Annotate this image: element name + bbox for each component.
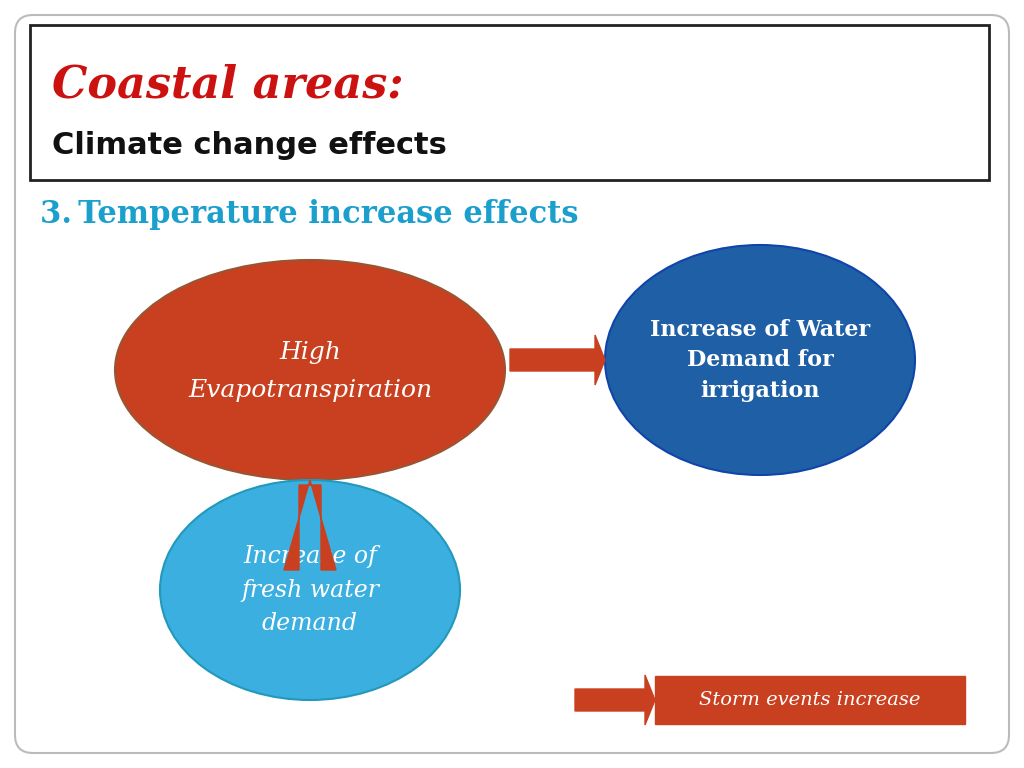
Text: Increase of Water
Demand for
irrigation: Increase of Water Demand for irrigation: [650, 319, 870, 402]
Text: 3. Temperature increase effects: 3. Temperature increase effects: [40, 200, 579, 230]
FancyBboxPatch shape: [30, 25, 989, 180]
Ellipse shape: [160, 480, 460, 700]
Polygon shape: [510, 335, 605, 385]
Polygon shape: [284, 480, 336, 570]
FancyBboxPatch shape: [655, 676, 965, 724]
FancyBboxPatch shape: [15, 15, 1009, 753]
Ellipse shape: [115, 260, 505, 480]
Text: High: High: [280, 340, 341, 363]
Text: Climate change effects: Climate change effects: [52, 131, 446, 160]
Polygon shape: [575, 675, 655, 725]
Text: Increase of
fresh water
demand: Increase of fresh water demand: [241, 545, 379, 635]
Text: Evapotranspiration: Evapotranspiration: [188, 379, 432, 402]
Ellipse shape: [605, 245, 915, 475]
Text: Storm events increase: Storm events increase: [699, 691, 921, 709]
Text: Coastal areas:: Coastal areas:: [52, 64, 403, 107]
